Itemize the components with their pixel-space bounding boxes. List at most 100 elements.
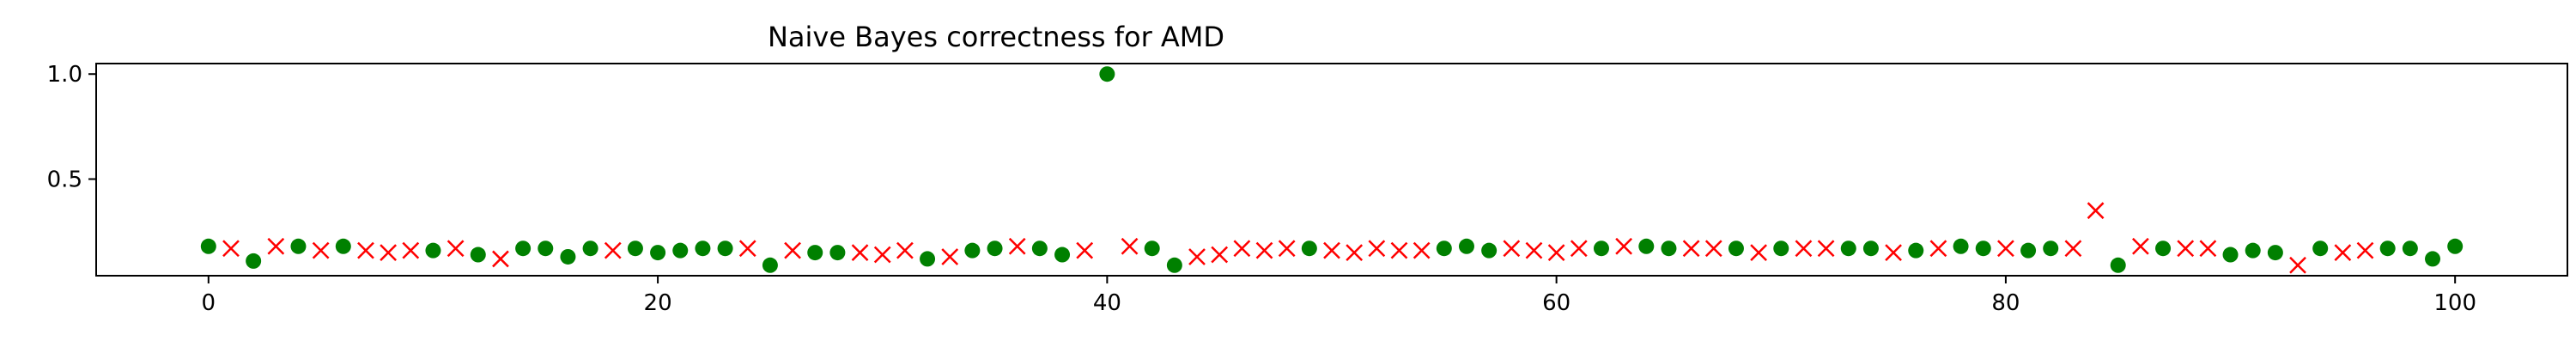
incorrect-point [1233, 240, 1251, 258]
incorrect-point [1547, 244, 1565, 261]
correct-point [560, 248, 576, 265]
correct-point [1840, 240, 1856, 257]
correct-point [987, 240, 1003, 257]
plot-area-frame [95, 63, 2568, 277]
correct-point [2222, 247, 2239, 263]
x-tick-label: 0 [202, 290, 216, 316]
incorrect-point [1346, 244, 1364, 261]
correct-point [515, 240, 532, 257]
y-tick-label: 1.0 [47, 62, 82, 88]
correct-point [538, 240, 554, 257]
incorrect-point [1885, 244, 1902, 261]
incorrect-point [1525, 241, 1543, 259]
incorrect-point [1368, 240, 1386, 258]
incorrect-point [2087, 202, 2105, 220]
y-tick-label: 0.5 [47, 167, 82, 193]
correct-point [807, 245, 823, 261]
correct-point [1166, 257, 1182, 273]
correct-point [290, 238, 307, 254]
incorrect-point [2356, 241, 2374, 259]
incorrect-point [873, 246, 891, 264]
correct-point [2312, 240, 2329, 257]
correct-point [1975, 240, 1991, 257]
incorrect-point [380, 244, 398, 261]
correct-point [1728, 240, 1744, 257]
correct-point [920, 251, 936, 267]
correct-point [1144, 240, 1160, 257]
incorrect-point [1750, 244, 1767, 261]
correct-point [1953, 238, 1969, 254]
incorrect-point [1076, 241, 1094, 259]
correct-point [582, 240, 598, 257]
correct-point [1099, 66, 1115, 82]
incorrect-point [1323, 241, 1340, 259]
correct-point [200, 238, 216, 254]
correct-point [1638, 238, 1655, 254]
x-axis-ticks: 0 20 40 60 80 100 [202, 276, 2476, 316]
incorrect-point [941, 248, 959, 265]
correct-point [2402, 240, 2418, 257]
correct-point [2379, 240, 2396, 257]
incorrect-point [1278, 240, 1296, 258]
correct-point [672, 242, 689, 259]
correct-point [627, 240, 643, 257]
x-tick-label: 80 [1991, 290, 2020, 316]
incorrect-point [312, 241, 330, 259]
correct-point [1661, 240, 1677, 257]
correct-point [246, 253, 262, 269]
correct-point [717, 240, 733, 257]
correct-point [650, 245, 666, 261]
y-axis-ticks: 0.5 1.0 [47, 62, 96, 193]
correct-point [1908, 242, 1924, 259]
incorrect-point [1255, 241, 1273, 259]
incorrect-point [222, 240, 240, 258]
correct-point [1301, 240, 1317, 257]
incorrect-point [1929, 240, 1947, 258]
incorrect-point [402, 241, 420, 259]
correct-point [2245, 242, 2261, 259]
correct-point [2043, 240, 2059, 257]
correct-point [1593, 240, 1609, 257]
incorrect-point [2289, 256, 2306, 274]
incorrect-point [738, 240, 756, 258]
incorrect-point [2177, 240, 2195, 258]
incorrect-point [492, 250, 509, 268]
incorrect-point [1008, 237, 1026, 255]
correct-point [1773, 240, 1789, 257]
correct-point [335, 238, 351, 254]
correct-point [964, 242, 981, 259]
correct-point [425, 242, 441, 259]
incorrect-point [1997, 240, 2014, 258]
correct-point [1458, 238, 1474, 254]
correct-point [829, 245, 846, 261]
incorrect-point [1188, 248, 1206, 265]
incorrect-point [784, 241, 801, 259]
correct-point [470, 247, 486, 263]
correct-point [1436, 240, 1452, 257]
correct-point [2020, 242, 2037, 259]
correct-point [2425, 251, 2441, 267]
correct-point [2155, 240, 2172, 257]
correct-point [762, 257, 778, 273]
incorrect-point [1121, 237, 1139, 255]
x-tick-label: 100 [2433, 290, 2476, 316]
incorrect-point [2064, 240, 2082, 258]
incorrect-point [2334, 244, 2352, 261]
correct-point [1862, 240, 1879, 257]
incorrect-point [1503, 240, 1521, 258]
incorrect-point [1390, 241, 1408, 259]
x-tick-label: 20 [644, 290, 672, 316]
incorrect-point [1704, 240, 1722, 258]
x-tick-label: 40 [1093, 290, 1121, 316]
correct-point [2267, 245, 2283, 261]
correct-point [1481, 242, 1498, 259]
incorrect-point [604, 241, 622, 259]
chart-title: Naive Bayes correctness for AMD [768, 21, 1224, 53]
incorrect-point [447, 240, 465, 258]
incorrect-point [357, 241, 374, 259]
correct-point [1031, 240, 1048, 257]
data-points [200, 66, 2464, 274]
incorrect-point [1817, 240, 1835, 258]
